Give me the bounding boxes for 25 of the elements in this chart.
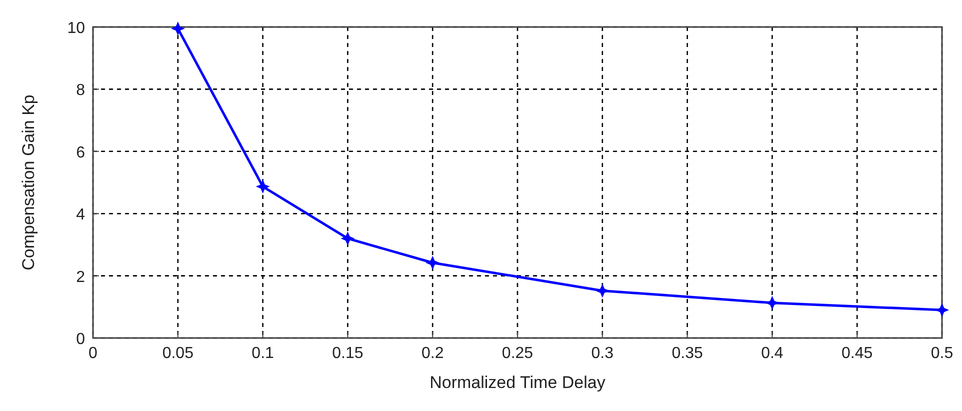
- x-tick-label: 0: [88, 345, 98, 362]
- x-tick-label: 0.25: [502, 345, 534, 362]
- point: [256, 180, 270, 194]
- y-tick-label: 8: [76, 82, 86, 100]
- y-tick-label: 6: [76, 144, 86, 162]
- y-tick-label: 2: [76, 268, 86, 286]
- x-tick-label: 0.35: [672, 345, 703, 362]
- y-tick-label: 4: [76, 206, 86, 224]
- y-tick-label: 10: [67, 20, 86, 37]
- x-tick-label: 0.2: [421, 345, 444, 362]
- y-axis-title: Compensation Gain Kp: [19, 94, 38, 270]
- x-tick-label: 0.05: [162, 345, 194, 362]
- point: [170, 22, 185, 36]
- point: [426, 256, 440, 270]
- x-tick-label: 0.15: [332, 345, 364, 362]
- x-tick-label: 0.5: [930, 345, 954, 362]
- x-axis-title: Normalized Time Delay: [430, 373, 606, 392]
- x-tick-label: 0.45: [842, 345, 873, 362]
- x-tick-label: 0.3: [591, 345, 614, 362]
- x-tick-label: 0.1: [252, 345, 274, 362]
- y-tick-label: 0: [76, 331, 86, 348]
- point: [340, 231, 355, 246]
- x-tick-label: 0.4: [761, 345, 784, 362]
- point: [595, 284, 610, 298]
- point: [935, 303, 949, 318]
